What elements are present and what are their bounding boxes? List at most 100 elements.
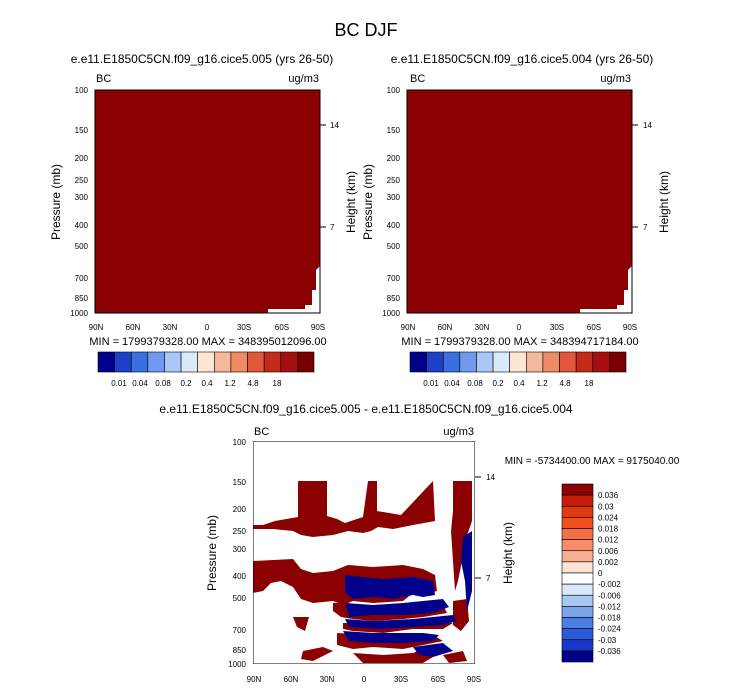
panel-1-xtick: 0 <box>205 323 210 332</box>
panel-1-cb-label: 1.2 <box>224 379 236 388</box>
panel-3-ylabel: Pressure (mb) <box>205 515 219 591</box>
panel-1-xtick: 30N <box>163 323 178 332</box>
panel-2-cb-label: 4.8 <box>559 379 571 388</box>
panel-2-colorbar-swatch <box>575 351 594 373</box>
panel-3-cb-label: 0.036 <box>598 491 619 500</box>
panel-1-colorbar-swatch <box>180 351 198 373</box>
panel-3-ytick: 850 <box>233 646 247 655</box>
panel-1-ytick: 500 <box>75 242 89 251</box>
panel-1-stats: MIN = 1799379328.00 MAX = 348395012096.0… <box>89 336 326 348</box>
panel-1-xaxis: 90N 60N 30N 0 30S 60S 90S <box>89 323 325 332</box>
panel-2-xtick: 30N <box>475 323 490 332</box>
panel-1-cb-label: 0.08 <box>155 379 171 388</box>
panel-1-ylabel: Pressure (mb) <box>49 164 63 240</box>
panel-3-cb-label: 0.006 <box>598 547 619 556</box>
panel-2-xtick: 90S <box>623 323 637 332</box>
panel-1-ytick: 150 <box>75 126 89 135</box>
panel-3-colorbar-swatch <box>561 594 594 607</box>
panel-1-colorbar-swatch <box>230 351 248 373</box>
figure-title: BC DJF <box>335 20 398 40</box>
panel-2-colorbar <box>409 351 627 373</box>
panel-2-cb-label: 0.4 <box>513 379 525 388</box>
panel-1-colorbar-swatch <box>214 351 232 373</box>
panel-3-plot-area <box>253 441 475 664</box>
panel-3-colorbar-swatch <box>561 572 594 585</box>
panel-2-height-tick: 14 <box>643 121 652 130</box>
panel-1-cb-label: 0.04 <box>132 379 148 388</box>
panel-2-variable-label: BC <box>410 73 425 85</box>
panel-3-ytick: 300 <box>233 545 247 554</box>
panel-1-xtick: 30S <box>237 323 251 332</box>
panel-2-colorbar-swatch <box>592 351 610 373</box>
panel-3-colorbar <box>561 483 594 663</box>
panel-3-colorbar-swatch <box>561 561 594 574</box>
panel-1-colorbar-swatch <box>263 351 282 373</box>
panel-2-ytick: 500 <box>387 242 401 251</box>
panel-2-title: e.e11.E1850C5CN.f09_g16.cice5.004 (yrs 2… <box>391 52 654 66</box>
panel-3-cb-label: -0.006 <box>598 591 621 600</box>
panel-1-xtick: 90N <box>89 323 104 332</box>
panel-3-colorbar-swatch <box>561 539 594 552</box>
panel-3-ytick: 400 <box>233 572 247 581</box>
panel-3-height-tick: 7 <box>486 574 491 583</box>
panel-3-xtick: 0 <box>362 675 367 684</box>
panel-1-plot-area <box>94 89 321 314</box>
panel-2-cb-label: 0.2 <box>492 379 504 388</box>
panel-2-yaxis: 100 150 200 250 300 400 500 700 850 1000 <box>382 86 400 318</box>
panel-3-colorbar-swatch <box>561 583 594 596</box>
panel-3-cb-label: -0.024 <box>598 625 621 634</box>
panel-1-height-tick: 14 <box>330 121 339 130</box>
panel-1-colorbar-swatch <box>130 351 149 373</box>
panel-2-xtick: 60S <box>587 323 601 332</box>
panel-1-title: e.e11.E1850C5CN.f09_g16.cice5.005 (yrs 2… <box>71 52 334 66</box>
panel-2-colorbar-swatch <box>509 351 527 373</box>
panel-1-cb-label: 4.8 <box>247 379 259 388</box>
panel-2-colorbar-swatch <box>476 351 494 373</box>
panel-3-colorbar-swatch <box>561 505 594 518</box>
panel-2: e.e11.E1850C5CN.f09_g16.cice5.004 (yrs 2… <box>361 52 671 388</box>
panel-2-notch <box>580 266 632 313</box>
panel-3-cb-label: -0.012 <box>598 602 621 611</box>
panel-1-colorbar-swatch <box>280 351 298 373</box>
panel-1: e.e11.E1850C5CN.f09_g16.cice5.005 (yrs 2… <box>49 52 358 388</box>
panel-1-colorbar-swatch <box>97 351 115 373</box>
panel-1-ytick: 250 <box>75 176 89 185</box>
panel-2-colorbar-swatch <box>492 351 510 373</box>
panel-2-ytick: 150 <box>387 126 401 135</box>
panel-3-cb-label: 0.018 <box>598 525 619 534</box>
panel-3-colorbar-swatch <box>561 528 594 540</box>
panel-3-cb-label: -0.03 <box>598 636 617 645</box>
panel-3-units: ug/m3 <box>443 426 474 438</box>
panel-3-colorbar-swatch <box>561 628 594 641</box>
panel-2-cb-label: 0.04 <box>444 379 460 388</box>
panel-2-height-tick: 7 <box>643 223 648 232</box>
panel-1-cb-label: 0.4 <box>201 379 213 388</box>
panel-3-cb-label: 0.03 <box>598 502 614 511</box>
panel-2-ytick: 400 <box>387 221 401 230</box>
panel-1-colorbar-swatch <box>147 351 165 373</box>
panel-1-height-tick: 7 <box>330 223 335 232</box>
panel-3-cb-label: 0 <box>598 569 603 578</box>
panel-3-cb-label: -0.018 <box>598 614 621 623</box>
panel-1-colorbar <box>97 351 315 373</box>
panel-1-y2label: Height (km) <box>344 171 358 233</box>
panel-1-yaxis: 100 150 200 250 300 400 500 700 850 1000 <box>70 86 88 318</box>
panel-1-ytick: 700 <box>75 274 89 283</box>
panel-2-colorbar-swatch <box>609 351 627 373</box>
panel-3-colorbar-swatch <box>561 617 594 629</box>
panel-3-colorbar-swatch <box>561 550 594 563</box>
panel-1-notch <box>268 266 320 313</box>
panel-2-colorbar-swatch <box>442 351 461 373</box>
panel-3-stats: MIN = -5734400.00 MAX = 9175040.00 <box>505 456 680 467</box>
panel-3-xaxis: 90N 60N 30N 0 30S 60S 90S <box>247 675 481 684</box>
panel-1-colorbar-labels: 0.01 0.04 0.08 0.2 0.4 1.2 4.8 18 <box>111 379 282 388</box>
panel-3-cb-label: 0.024 <box>598 513 619 522</box>
panel-3-ytick: 1000 <box>228 660 246 669</box>
panel-3-ytick: 100 <box>233 438 247 447</box>
panel-3-colorbar-swatch <box>561 639 594 652</box>
panel-3-ytick: 150 <box>233 478 247 487</box>
panel-2-colorbar-swatch <box>459 351 477 373</box>
panel-2-colorbar-swatch <box>409 351 427 373</box>
panel-3-xtick: 30N <box>320 675 335 684</box>
panel-2-cb-label: 0.08 <box>467 379 483 388</box>
